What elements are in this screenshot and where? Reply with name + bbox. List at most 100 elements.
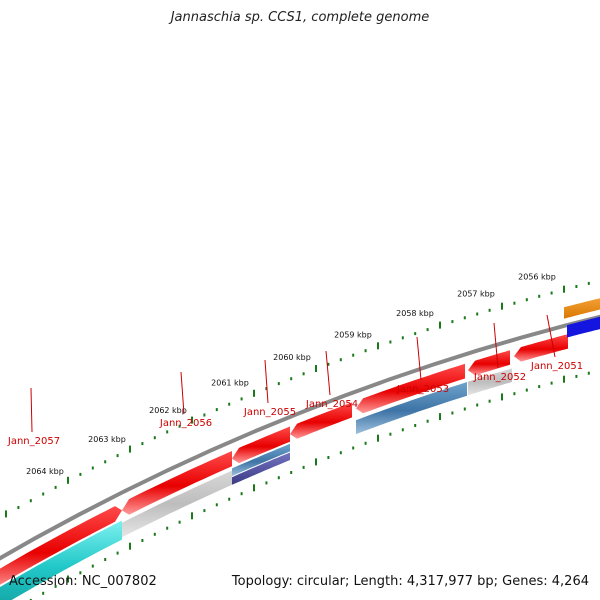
- feature-orange[interactable]: [564, 296, 600, 319]
- gene-callout-line: [546, 314, 556, 358]
- scale-tick: [364, 349, 367, 353]
- inner-scale-tick: [401, 428, 404, 432]
- inner-scale-tick: [414, 424, 417, 427]
- scale-tick: [116, 454, 119, 458]
- inner-scale-tick: [426, 419, 429, 423]
- scale-tick: [129, 445, 131, 453]
- inner-scale-tick: [302, 465, 305, 469]
- forward-feature-1[interactable]: [0, 506, 122, 590]
- scale-tick: [451, 320, 454, 324]
- gene-label[interactable]: Jann_2053: [396, 384, 449, 395]
- inner-scale-tick: [203, 509, 206, 513]
- scale-tick: [166, 430, 169, 434]
- scale-tick: [141, 442, 144, 446]
- scale-label: 2063 kbp: [88, 435, 126, 444]
- scale-tick: [339, 358, 342, 362]
- gene-label[interactable]: Jann_2055: [243, 407, 296, 418]
- scale-label: 2056 kbp: [518, 272, 556, 281]
- scale-label: 2059 kbp: [334, 330, 372, 339]
- forward-feature-3[interactable]: [232, 426, 290, 464]
- gene-callout-line: [180, 371, 185, 415]
- scale-tick: [389, 340, 392, 344]
- scale-tick: [42, 492, 45, 496]
- scale-tick: [352, 353, 355, 357]
- scale-tick: [240, 397, 243, 401]
- reverse-feature-steel-2[interactable]: [356, 382, 467, 435]
- inner-scale-tick: [265, 481, 268, 485]
- scale-tick: [463, 316, 466, 320]
- inner-scale-tick: [352, 446, 355, 450]
- scale-tick: [414, 332, 417, 336]
- inner-scale-tick: [463, 407, 466, 411]
- inner-scale-tick: [550, 381, 553, 385]
- reverse-feature-gray-2[interactable]: [468, 368, 512, 396]
- inner-scale-tick: [104, 558, 107, 561]
- inner-scale-tick: [501, 393, 503, 401]
- inner-scale-tick: [575, 374, 578, 378]
- inner-scale-tick: [42, 591, 45, 595]
- gene-label[interactable]: Jann_2051: [530, 361, 583, 372]
- inner-scale-tick: [315, 458, 317, 466]
- inner-scale-tick: [129, 542, 131, 550]
- scale-tick: [501, 302, 503, 310]
- scale-tick: [315, 365, 317, 372]
- inner-scale-tick: [240, 492, 243, 496]
- scale-tick: [29, 499, 32, 503]
- scale-tick: [265, 387, 268, 391]
- inner-scale-tick: [451, 411, 454, 415]
- reverse-feature-purple[interactable]: [232, 452, 290, 485]
- gene-callout-line: [416, 336, 422, 381]
- scale-tick: [277, 382, 280, 386]
- scale-tick: [488, 308, 491, 312]
- forward-feature-2[interactable]: [122, 451, 232, 515]
- inner-scale-tick: [476, 403, 479, 407]
- scale-label: 2058 kbp: [396, 309, 434, 318]
- map-title: Jannaschia sp. CCS1, complete genome: [170, 10, 430, 25]
- gene-label[interactable]: Jann_2057: [7, 436, 60, 447]
- scale-label: 2062 kbp: [149, 406, 187, 415]
- gene-callout-line: [264, 359, 269, 404]
- forward-feature-5[interactable]: [356, 363, 465, 414]
- scale-tick: [215, 408, 218, 412]
- scale-tick: [377, 342, 379, 350]
- forward-feature-6[interactable]: [468, 350, 510, 376]
- scale-tick: [17, 506, 20, 509]
- inner-scale-tick: [290, 471, 293, 474]
- scale-tick: [550, 291, 553, 295]
- reverse-feature-cyan[interactable]: [0, 520, 122, 600]
- genome-summary-text: Topology: circular; Length: 4,317,977 bp…: [231, 574, 589, 589]
- reverse-feature-gray-1[interactable]: [122, 470, 232, 538]
- scale-tick: [426, 328, 429, 332]
- forward-feature-4[interactable]: [290, 402, 352, 439]
- feature-blue[interactable]: [567, 314, 600, 338]
- gene-label[interactable]: Jann_2056: [159, 418, 212, 429]
- inner-scale-tick: [67, 575, 69, 583]
- inner-scale-tick: [54, 584, 57, 588]
- inner-scale-tick: [339, 451, 342, 455]
- scale-tick: [439, 321, 441, 329]
- scale-tick: [476, 312, 479, 316]
- gene-callout-line: [325, 350, 331, 396]
- inner-scale-tick: [166, 526, 169, 530]
- gene-callout-line: [30, 387, 33, 433]
- scale-tick: [54, 485, 57, 489]
- inner-scale-tick: [141, 539, 144, 542]
- inner-scale-tick: [178, 520, 181, 524]
- gene-label[interactable]: Jann_2052: [473, 372, 526, 383]
- scale-tick: [153, 436, 156, 440]
- scale-tick: [587, 281, 590, 285]
- scale-tick: [5, 510, 7, 518]
- scale-label: 2061 kbp: [211, 379, 249, 388]
- inner-scale-tick: [116, 551, 119, 555]
- scale-tick: [253, 389, 255, 397]
- accession-text: Accession: NC_007802: [9, 574, 157, 589]
- forward-feature-7[interactable]: [514, 334, 568, 362]
- scale-tick: [575, 285, 578, 288]
- inner-scale-tick: [215, 503, 218, 507]
- reverse-feature-steel-1[interactable]: [232, 443, 290, 477]
- gene-label[interactable]: Jann_2054: [305, 399, 358, 410]
- scale-tick: [203, 413, 206, 417]
- inner-scale-tick: [563, 375, 565, 383]
- inner-scale-tick: [389, 432, 392, 436]
